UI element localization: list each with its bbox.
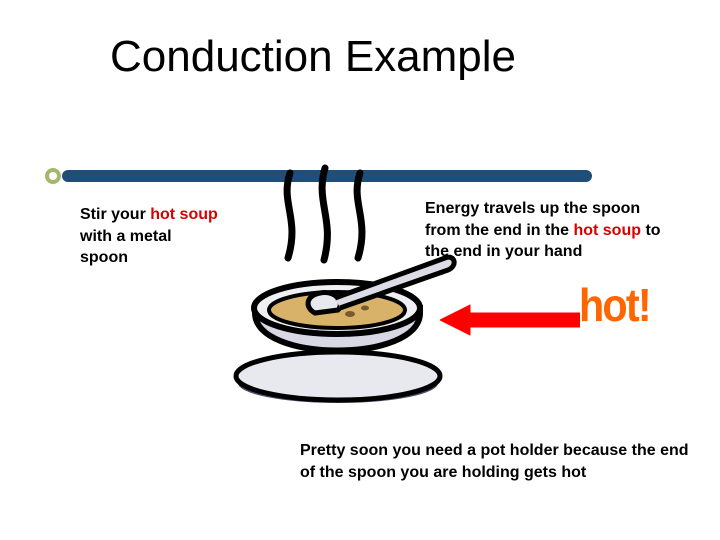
right-caption: Energy travels up the spoon from the end… (425, 198, 665, 263)
left-caption: Stir your hot soup with a metal spoon (80, 204, 220, 269)
right-caption-hot: hot soup (573, 222, 641, 239)
slide-title: Conduction Example (110, 32, 516, 82)
hot-exclamation: hot! (579, 278, 650, 332)
soup-bowl-illustration (220, 158, 460, 418)
bottom-caption: Pretty soon you need a pot holder becaus… (300, 440, 700, 483)
left-caption-hot: hot soup (150, 206, 218, 223)
arrow-left-icon (440, 302, 580, 338)
left-caption-pre: Stir your (80, 206, 150, 223)
bullet-dot (45, 168, 61, 184)
left-caption-post: with a metal spoon (80, 228, 172, 267)
